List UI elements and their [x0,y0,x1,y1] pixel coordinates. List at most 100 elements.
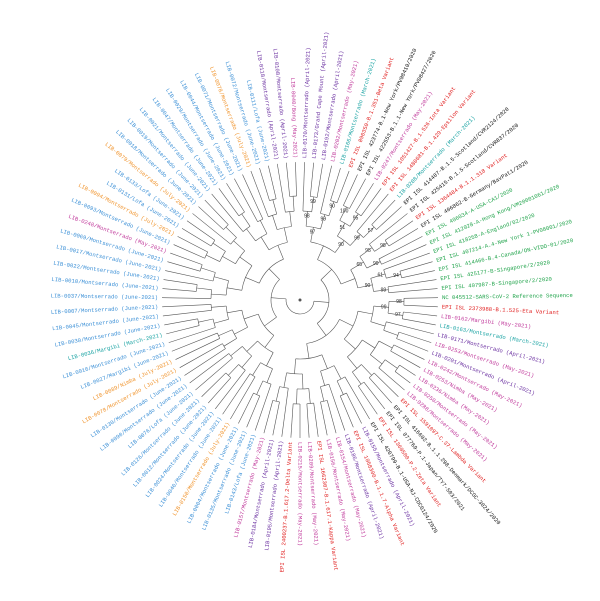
branch [310,196,318,198]
branch [170,252,203,265]
branch [403,311,438,317]
branch [388,228,419,247]
branch [225,372,232,378]
leaf-label: LIB-0037/Montserrado (June-2021) [51,292,159,301]
branch [373,305,389,308]
branch [215,370,246,410]
branch [344,338,356,350]
branch [378,258,382,265]
branch [336,170,350,203]
branch [330,200,338,204]
branch [283,227,288,243]
branch [358,381,365,387]
branch [196,284,198,292]
branch [330,167,341,201]
branch [268,268,280,280]
bootstrap-value: 61 [378,273,384,279]
branch [268,213,277,218]
branch [320,165,332,214]
branch [403,304,438,308]
branch [198,206,224,230]
branch [363,226,375,238]
branch [223,338,237,347]
branch [337,223,346,237]
branch [302,162,305,212]
branch [195,357,233,391]
branch [255,233,268,242]
bootstrap-value: 97 [395,312,401,318]
branch [343,174,358,206]
branch [168,327,216,343]
branch [368,372,375,378]
branch [383,330,398,336]
branch [343,205,350,209]
branch [350,261,364,271]
branch [358,385,378,415]
branch [226,183,245,213]
branch [235,250,245,264]
branch [211,193,244,232]
branch [230,376,256,420]
branch [390,350,421,368]
branch [356,231,364,238]
branch [226,287,242,291]
branch [177,236,208,253]
branch [369,243,375,252]
branch [366,261,381,269]
branch [403,297,438,299]
branch [313,300,329,303]
branch [241,355,252,368]
branch [162,304,212,308]
leaf-label: LIB-0215/Montserrado (May-2021) [297,442,304,546]
branch [337,235,351,246]
branch [186,220,216,241]
branch [320,401,328,436]
branch [164,318,198,326]
branch [289,211,292,227]
branch [336,380,344,395]
branch [334,240,345,253]
branch [340,278,356,285]
branch [238,211,245,217]
branch [333,365,342,380]
branch [320,371,325,386]
branch [370,306,375,322]
branch [370,354,383,365]
branch [311,196,315,212]
branch [212,272,216,282]
branch [244,313,259,320]
branch [302,210,312,213]
branch [167,261,201,272]
branch [272,401,280,436]
branch [376,206,402,230]
branch [339,395,354,428]
branch [260,236,270,250]
branch [233,240,245,252]
branch [286,162,290,197]
branch [316,163,324,198]
bootstrap-value: 98 [396,299,402,305]
branch [162,309,212,317]
branch [357,284,373,289]
branch [196,287,212,291]
branch [306,343,310,359]
branch [285,298,315,315]
branch [339,220,351,227]
branch [352,371,362,385]
branch [378,340,393,349]
branch [326,400,337,434]
root [298,298,302,302]
branch [252,362,261,376]
bootstrap-value: 99 [381,288,387,294]
branch [320,383,329,387]
bootstrap-value: 99 [373,261,379,267]
branch [320,269,332,281]
branch [368,377,392,404]
branch [249,373,256,378]
branch [242,174,264,220]
bootstrap-value: 99 [354,236,360,242]
branch [254,384,272,431]
branch [308,388,311,404]
branch [363,381,385,410]
branch [266,368,273,383]
